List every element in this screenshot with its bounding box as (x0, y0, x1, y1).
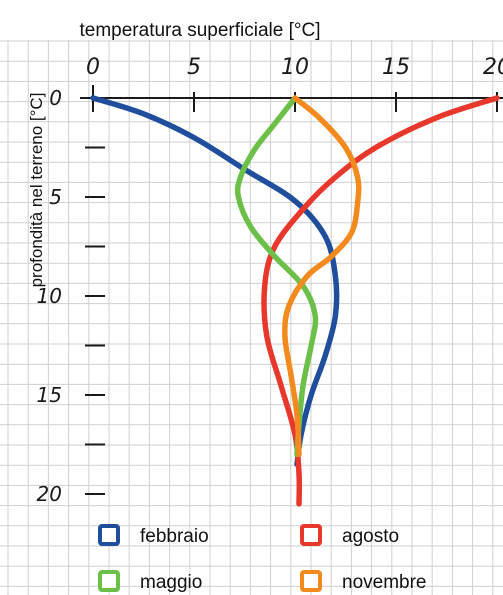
legend-label-agosto: agosto (342, 526, 399, 547)
legend-swatch-agosto (300, 524, 322, 546)
legend: febbraio agosto maggio novembre (98, 524, 427, 593)
legend-swatch-febbraio (98, 524, 120, 546)
tick-labels: 0 5 10 15 20 0 5 10 15 20 (37, 55, 503, 506)
x-tick-label-15: 15 (382, 55, 410, 80)
grid-lines (0, 40, 503, 595)
y-tick-label-20: 20 (37, 482, 62, 506)
legend-label-febbraio: febbraio (140, 526, 209, 547)
x-tick-label-10: 10 (281, 55, 309, 80)
legend-label-maggio: maggio (140, 572, 202, 593)
y-tick-label-10: 10 (37, 284, 62, 308)
x-axis-label: temperatura superficiale [°C] (80, 20, 321, 41)
series-line-novembre (282, 95, 362, 458)
series-line-maggio (234, 95, 319, 458)
tick-marks (85, 92, 498, 495)
legend-swatch-maggio (98, 570, 120, 592)
legend-swatch-novembre (300, 570, 322, 592)
y-axis-label: profondità nel terreno [°C] (27, 93, 46, 288)
legend-label-novembre: novembre (342, 572, 427, 593)
x-tick-label-5: 5 (187, 55, 201, 80)
x-tick-label-0: 0 (86, 55, 100, 80)
y-tick-label-0: 0 (49, 86, 62, 110)
y-tick-label-5: 5 (49, 185, 62, 209)
y-tick-label-15: 15 (37, 383, 62, 407)
x-tick-label-20: 20 (483, 55, 503, 80)
series-lines (90, 95, 500, 507)
